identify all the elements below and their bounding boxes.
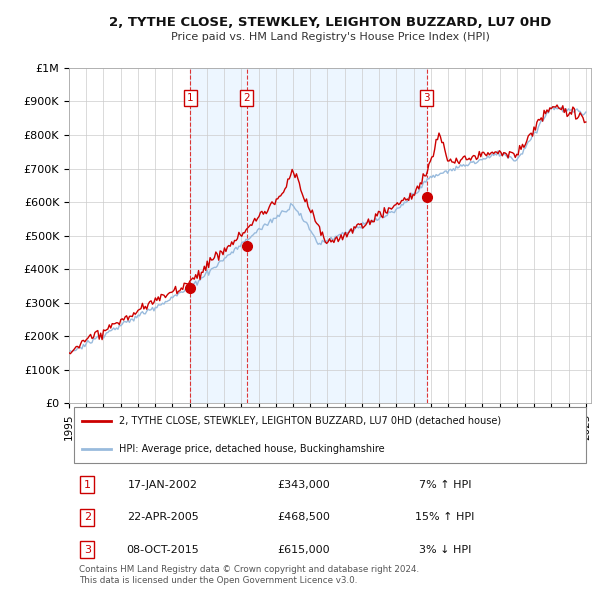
Text: 7% ↑ HPI: 7% ↑ HPI — [419, 480, 471, 490]
Text: 3% ↓ HPI: 3% ↓ HPI — [419, 545, 471, 555]
Text: HPI: Average price, detached house, Buckinghamshire: HPI: Average price, detached house, Buck… — [119, 444, 384, 454]
Text: 22-APR-2005: 22-APR-2005 — [127, 512, 199, 522]
Text: £468,500: £468,500 — [277, 512, 331, 522]
Text: 17-JAN-2002: 17-JAN-2002 — [128, 480, 198, 490]
Text: Price paid vs. HM Land Registry's House Price Index (HPI): Price paid vs. HM Land Registry's House … — [170, 32, 490, 41]
Text: £343,000: £343,000 — [278, 480, 330, 490]
Text: 2: 2 — [84, 512, 91, 522]
Text: 2, TYTHE CLOSE, STEWKLEY, LEIGHTON BUZZARD, LU7 0HD (detached house): 2, TYTHE CLOSE, STEWKLEY, LEIGHTON BUZZA… — [119, 415, 501, 425]
Text: 3: 3 — [84, 545, 91, 555]
Text: 1: 1 — [187, 93, 194, 103]
Text: 2: 2 — [244, 93, 250, 103]
Text: £615,000: £615,000 — [278, 545, 330, 555]
Text: 08-OCT-2015: 08-OCT-2015 — [127, 545, 199, 555]
Text: 3: 3 — [424, 93, 430, 103]
Text: Contains HM Land Registry data © Crown copyright and database right 2024.
This d: Contains HM Land Registry data © Crown c… — [79, 565, 419, 585]
Text: 2, TYTHE CLOSE, STEWKLEY, LEIGHTON BUZZARD, LU7 0HD: 2, TYTHE CLOSE, STEWKLEY, LEIGHTON BUZZA… — [109, 16, 551, 29]
Text: 1: 1 — [84, 480, 91, 490]
Bar — [190, 68, 427, 404]
Text: 15% ↑ HPI: 15% ↑ HPI — [415, 512, 475, 522]
FancyBboxPatch shape — [74, 407, 586, 463]
